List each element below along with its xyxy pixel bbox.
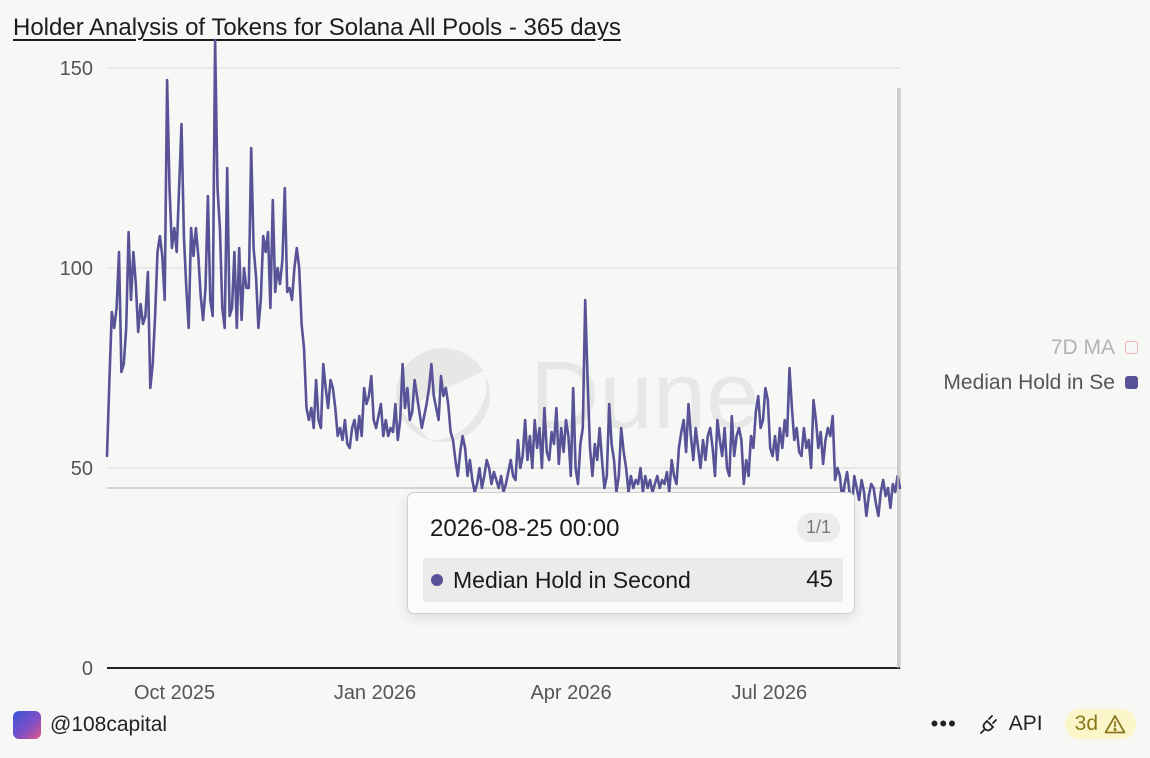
- series-dot-icon: [431, 574, 443, 586]
- age-label: 3d: [1074, 712, 1098, 735]
- legend-label: Median Hold in Se: [943, 370, 1115, 394]
- tooltip-value: 45: [806, 566, 833, 593]
- y-tick-label: 100: [60, 258, 93, 280]
- api-label: API: [1008, 712, 1043, 735]
- y-tick-label: 50: [71, 458, 93, 480]
- tooltip-series-name: Median Hold in Second: [453, 566, 691, 593]
- series-layer: [105, 38, 902, 518]
- creator-name: @108capital: [50, 713, 168, 736]
- series-line-median-hold: [105, 38, 902, 518]
- tooltip-date: 2026-08-25 00:00: [430, 515, 620, 542]
- tooltip-page-indicator: 1/1: [796, 513, 840, 542]
- data-age-badge[interactable]: 3d: [1064, 709, 1136, 739]
- x-tick-label: Oct 2025: [134, 682, 215, 704]
- api-button[interactable]: API: [979, 712, 1043, 736]
- x-axis-ticks: Oct 2025 Jan 2026 Apr 2026 Jul 2026: [134, 682, 807, 704]
- y-tick-label: 150: [60, 58, 93, 80]
- legend-swatch: [1125, 341, 1138, 354]
- x-tick-label: Jul 2026: [731, 682, 807, 704]
- legend-item-median-hold[interactable]: Median Hold in Se: [943, 365, 1138, 400]
- legend-swatch: [1125, 376, 1138, 389]
- legend-label: 7D MA: [1050, 335, 1115, 359]
- legend-item-7d-ma[interactable]: 7D MA: [943, 330, 1138, 365]
- plug-icon: [979, 715, 997, 734]
- x-tick-label: Apr 2026: [530, 682, 611, 704]
- y-tick-label: 0: [82, 658, 93, 680]
- more-options-button[interactable]: •••: [930, 711, 957, 736]
- warning-icon: [1104, 715, 1126, 734]
- avatar: [13, 711, 41, 739]
- creator-link[interactable]: @108capital: [13, 711, 167, 739]
- x-tick-label: Jan 2026: [334, 682, 416, 704]
- tooltip-row: Median Hold in Second 45: [423, 558, 843, 602]
- legend: 7D MA Median Hold in Se: [943, 330, 1138, 400]
- footer-actions: ••• API 3d: [931, 709, 1136, 739]
- chart-title[interactable]: Holder Analysis of Tokens for Solana All…: [13, 14, 621, 41]
- chart-tooltip: 2026-08-25 00:00 1/1 Median Hold in Seco…: [407, 492, 855, 614]
- y-axis-ticks: 0 50 100 150: [60, 58, 93, 680]
